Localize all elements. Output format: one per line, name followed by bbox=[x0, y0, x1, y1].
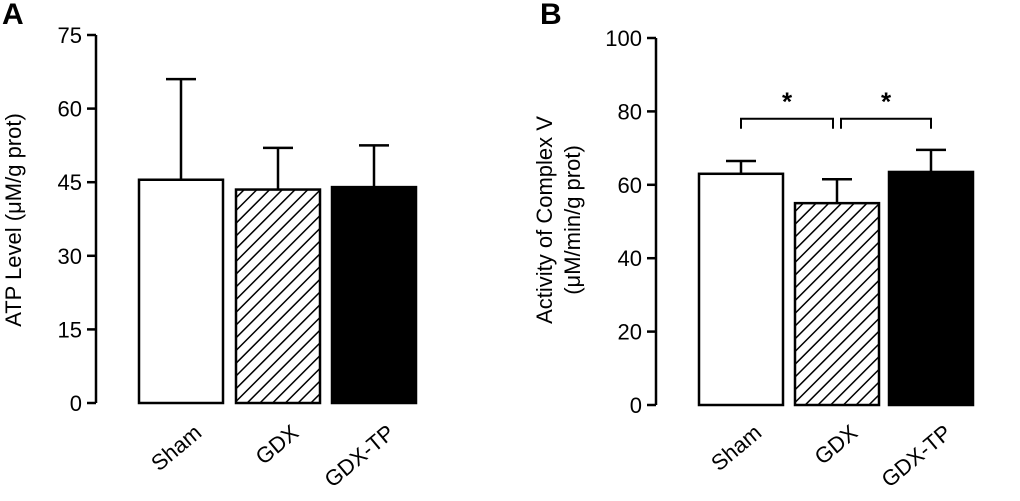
category-label: GDX-TP bbox=[319, 420, 399, 493]
panel-b: B Activity of Complex V (μM/min/g prot) … bbox=[532, 0, 975, 493]
significance-bracket bbox=[740, 117, 834, 129]
bar-gdx bbox=[234, 188, 322, 405]
y-tick-label: 75 bbox=[58, 23, 82, 48]
y-tick-label: 30 bbox=[58, 244, 82, 269]
significance-bracket bbox=[840, 117, 932, 129]
significance-marker: * bbox=[881, 87, 892, 117]
bar-sham bbox=[697, 172, 785, 407]
bar-gdx-tp bbox=[887, 170, 975, 407]
panel-label-b: B bbox=[540, 0, 562, 31]
y-tick-label: 15 bbox=[58, 317, 82, 342]
category-label: Sham bbox=[146, 420, 206, 476]
panel-a: A ATP Level (μM/g prot) 0 15 30 45 60 75 Sham G… bbox=[1, 0, 418, 493]
category-label: Sham bbox=[706, 420, 766, 476]
category-label: GDX bbox=[810, 419, 863, 469]
y-tick-label: 80 bbox=[618, 99, 642, 124]
y-axis-title-a: ATP Level (μM/g prot) bbox=[1, 113, 26, 327]
y-axis-title-b: Activity of Complex V bbox=[532, 116, 557, 324]
significance-marker: * bbox=[782, 87, 793, 117]
y-axis-title-b-units: (μM/min/g prot) bbox=[560, 145, 585, 295]
panel-label-a: A bbox=[2, 0, 24, 31]
bar-gdx bbox=[793, 201, 881, 407]
bar-sham bbox=[137, 178, 225, 405]
y-tick-label: 60 bbox=[58, 97, 82, 122]
y-tick-label: 40 bbox=[618, 246, 642, 271]
y-tick-label: 0 bbox=[70, 391, 82, 416]
bar-gdx-tp bbox=[330, 185, 418, 405]
y-tick-label: 100 bbox=[605, 26, 642, 51]
y-tick-label: 20 bbox=[618, 320, 642, 345]
y-tick-label: 45 bbox=[58, 170, 82, 195]
y-tick-label: 60 bbox=[618, 173, 642, 198]
category-label: GDX bbox=[251, 419, 304, 469]
y-tick-label: 0 bbox=[630, 393, 642, 418]
category-label: GDX-TP bbox=[876, 420, 956, 493]
